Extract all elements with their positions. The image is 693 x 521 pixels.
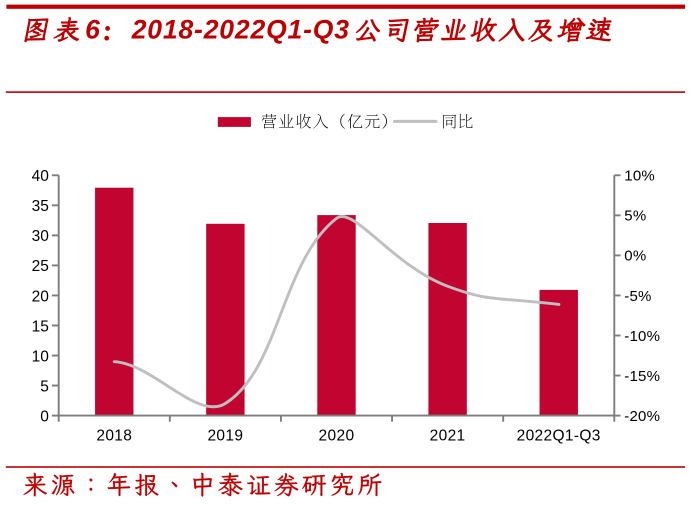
- svg-text:35: 35: [32, 198, 49, 215]
- svg-text:2021: 2021: [430, 428, 466, 445]
- svg-text:20: 20: [32, 288, 50, 305]
- svg-text:5%: 5%: [624, 208, 646, 225]
- svg-text:15: 15: [32, 318, 49, 335]
- svg-text:2018: 2018: [96, 428, 132, 445]
- svg-text:-5%: -5%: [624, 288, 651, 305]
- svg-text:2020: 2020: [319, 428, 355, 445]
- svg-text:40: 40: [32, 168, 50, 185]
- svg-text:10: 10: [32, 348, 50, 365]
- svg-text:-10%: -10%: [624, 328, 660, 345]
- svg-text:5: 5: [40, 378, 49, 395]
- svg-text:-20%: -20%: [624, 408, 660, 425]
- svg-text:25: 25: [32, 258, 49, 275]
- svg-text:0%: 0%: [624, 248, 646, 265]
- svg-text:6: 6: [85, 15, 100, 45]
- svg-text:30: 30: [32, 228, 50, 245]
- svg-text:2018-2022Q1-Q3: 2018-2022Q1-Q3: [131, 15, 350, 45]
- svg-text:0: 0: [40, 408, 49, 425]
- svg-text:10%: 10%: [624, 168, 655, 185]
- svg-text:2022Q1-Q3: 2022Q1-Q3: [517, 428, 601, 445]
- svg-text:2019: 2019: [207, 428, 243, 445]
- svg-text:-15%: -15%: [624, 368, 660, 385]
